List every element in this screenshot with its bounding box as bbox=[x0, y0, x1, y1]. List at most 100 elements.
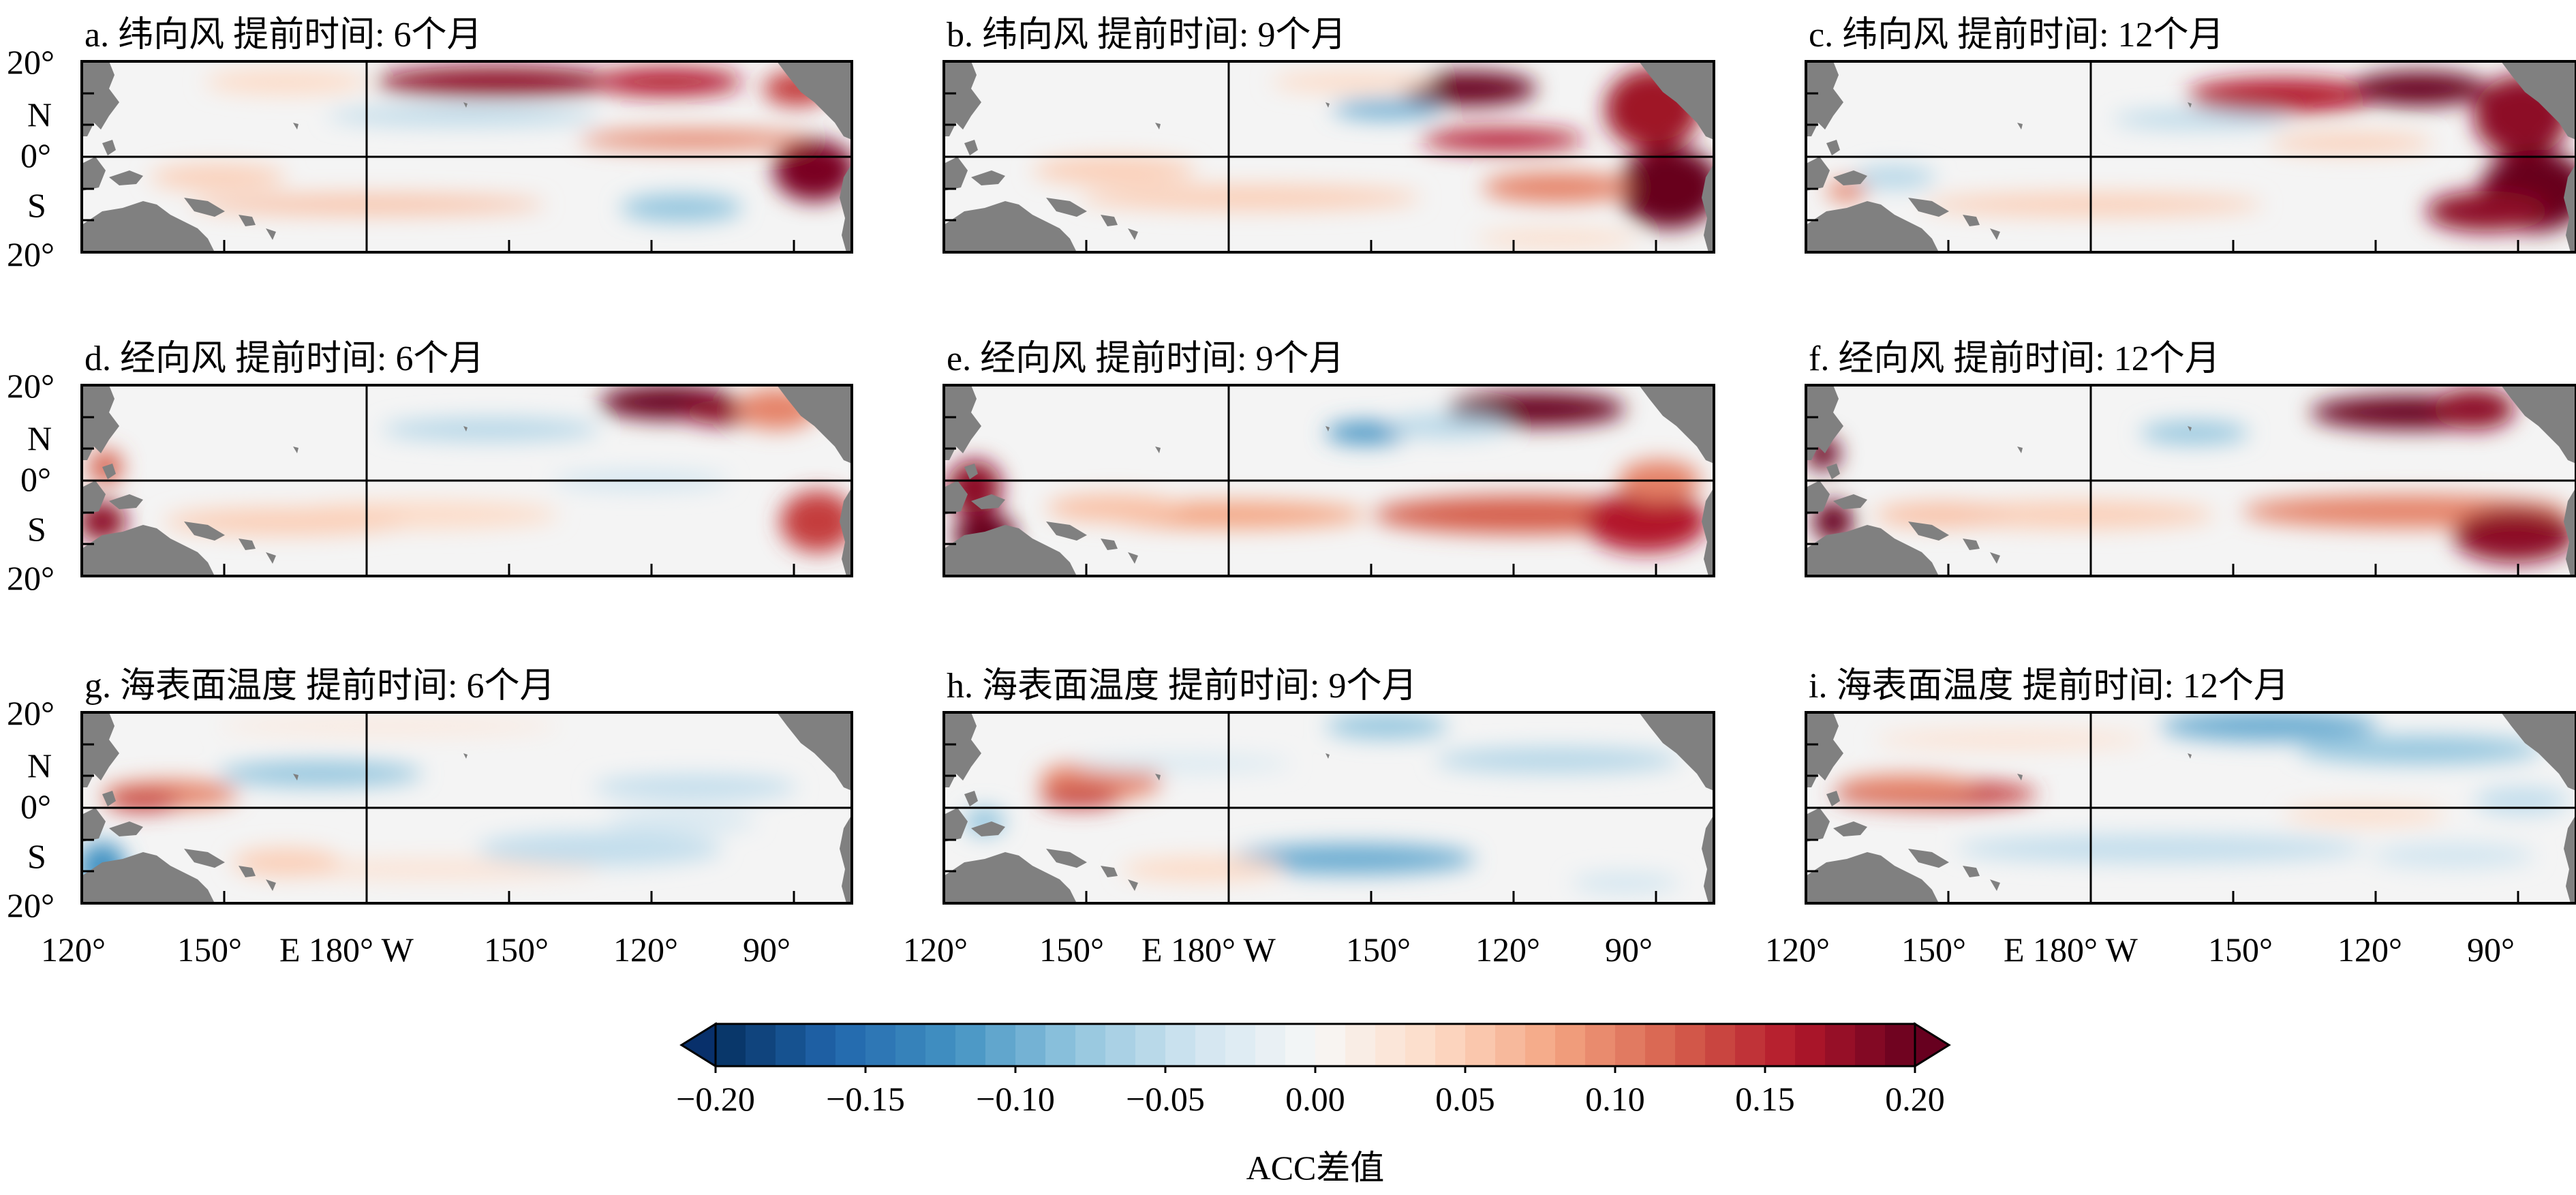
colorbar-tick-label: −0.20 bbox=[676, 1080, 755, 1118]
colorbar-bin bbox=[1165, 1024, 1196, 1066]
map-panel-i: i. 海表面温度 提前时间: 12个月 120° 150° E 180° W 150° 1… bbox=[1765, 667, 2576, 969]
anomaly-blob bbox=[1482, 172, 1632, 202]
map-panel-f: f. 经向风 提前时间: 12个月 bbox=[1805, 339, 2576, 577]
colorbar-bin bbox=[1045, 1024, 1076, 1066]
colorbar-bin bbox=[985, 1024, 1016, 1066]
colorbar-bin bbox=[1285, 1024, 1316, 1066]
lon-label: 120° bbox=[1765, 931, 1830, 969]
colorbar-tick-label: 0.00 bbox=[1285, 1080, 1345, 1118]
anomaly-blob bbox=[1421, 129, 1584, 151]
anomaly-blob bbox=[1475, 230, 1639, 247]
colorbar-bin bbox=[1825, 1024, 1856, 1066]
panel-frame bbox=[942, 384, 1715, 577]
lon-label: 90° bbox=[2467, 931, 2515, 969]
anomaly-blob bbox=[773, 140, 852, 201]
panel-title-b: b. 纬向风 提前时间: 9个月 bbox=[947, 16, 1346, 55]
colorbar-bin bbox=[1525, 1024, 1556, 1066]
anomaly-blob bbox=[2160, 712, 2378, 741]
anomaly-blob bbox=[593, 775, 797, 800]
lat-label: 20° bbox=[7, 694, 55, 732]
anomaly-blob bbox=[607, 812, 756, 831]
colorbar-tick-label: 0.10 bbox=[1585, 1080, 1645, 1118]
map-panel-a: a. 纬向风 提前时间: 6个月 20° N0° S 20° bbox=[7, 16, 853, 273]
colorbar-bin bbox=[776, 1024, 806, 1066]
anomaly-blob bbox=[204, 70, 368, 94]
colorbar: −0.20 −0.15 −0.10 −0.05 0.00 0.05 0.10 0.15 0.20… bbox=[676, 1022, 1951, 1187]
colorbar-bin bbox=[1195, 1024, 1226, 1066]
colorbar-bin bbox=[835, 1024, 866, 1066]
anomaly-blob bbox=[1325, 422, 1407, 444]
anomaly-blob bbox=[2283, 805, 2447, 824]
colorbar-bin bbox=[1435, 1024, 1466, 1066]
anomaly-blob bbox=[1942, 501, 2215, 528]
anomaly-blob bbox=[1922, 194, 2263, 215]
anomaly-blob bbox=[164, 508, 409, 535]
anomaly-blob bbox=[2351, 72, 2487, 106]
lat-label: N bbox=[27, 746, 52, 785]
colorbar-bin bbox=[1735, 1024, 1766, 1066]
colorbar-bin bbox=[1105, 1024, 1136, 1066]
colorbar-bin bbox=[1855, 1024, 1886, 1066]
panel-frame bbox=[942, 711, 1715, 905]
colorbar-bin bbox=[1885, 1024, 1916, 1066]
anomaly-blob bbox=[477, 832, 722, 866]
colorbar-tick-label: 0.05 bbox=[1435, 1080, 1495, 1118]
colorbar-bin bbox=[1705, 1024, 1736, 1066]
anomaly-blob bbox=[1874, 502, 2010, 527]
colorbar-tick-label: −0.15 bbox=[826, 1080, 905, 1118]
anomaly-blob bbox=[1571, 873, 1680, 892]
lat-label: N bbox=[27, 95, 52, 134]
lat-label: 20° bbox=[7, 235, 55, 273]
lon-label: E 180° W bbox=[1141, 931, 1276, 969]
anomaly-blob bbox=[1619, 147, 1714, 228]
anomaly-blob bbox=[327, 108, 600, 124]
anomaly-blob bbox=[1080, 185, 1421, 210]
lon-label: 150° bbox=[2208, 931, 2273, 969]
colorbar-bin bbox=[895, 1024, 926, 1066]
colorbar-extend-min bbox=[679, 1022, 717, 1068]
colorbar-bin bbox=[1375, 1024, 1406, 1066]
anomaly-blob bbox=[1121, 857, 1285, 881]
colorbar-bin bbox=[1255, 1024, 1286, 1066]
lon-label: 150° bbox=[1346, 931, 1411, 969]
anomaly-blob bbox=[2188, 78, 2378, 112]
lat-label: 20° bbox=[7, 43, 55, 81]
lon-label: 120° bbox=[1475, 931, 1540, 969]
lat-label: 0° bbox=[20, 460, 51, 498]
panel-title-h: h. 海表面温度 提前时间: 9个月 bbox=[947, 667, 1417, 706]
anomaly-blob bbox=[106, 791, 181, 811]
lat-label: N bbox=[27, 419, 52, 457]
colorbar-bin bbox=[1015, 1024, 1046, 1066]
anomaly-blob bbox=[382, 419, 600, 440]
panel-frame bbox=[80, 711, 853, 905]
anomaly-blob bbox=[1325, 714, 1448, 738]
map-panel-h: h. 海表面温度 提前时间: 9个月 120° 150° E 180° W 150° 12… bbox=[903, 667, 1715, 969]
panel-title-g: g. 海表面温度 提前时间: 6个月 bbox=[85, 667, 555, 706]
colorbar-tick-label: −0.10 bbox=[976, 1080, 1055, 1118]
anomaly-blob bbox=[2113, 111, 2290, 127]
anomaly-blob bbox=[593, 68, 743, 95]
colorbar-tick-label: −0.05 bbox=[1126, 1080, 1205, 1118]
panel-title-c: c. 纬向风 提前时间: 12个月 bbox=[1809, 16, 2224, 55]
panel-frame bbox=[942, 60, 1715, 254]
anomaly-blob bbox=[375, 67, 620, 97]
anomaly-blob bbox=[1073, 754, 1291, 773]
colorbar-bin bbox=[1615, 1024, 1646, 1066]
colorbar-bin bbox=[1225, 1024, 1256, 1066]
lat-label: 20° bbox=[7, 559, 55, 597]
panel-title-e: e. 经向风 提前时间: 9个月 bbox=[947, 339, 1345, 378]
anomaly-blob bbox=[780, 491, 852, 552]
lon-label: E 180° W bbox=[2004, 931, 2138, 969]
colorbar-label: ACC差值 bbox=[1246, 1149, 1385, 1187]
colorbar-bin bbox=[1345, 1024, 1376, 1066]
anomaly-blob bbox=[579, 130, 811, 149]
anomaly-blob bbox=[2269, 134, 2433, 153]
anomaly-blob bbox=[1039, 787, 1121, 808]
colorbar-bin bbox=[925, 1024, 956, 1066]
colorbar-bin bbox=[1645, 1024, 1676, 1066]
lon-label: 150° bbox=[1901, 931, 1966, 969]
anomaly-blob bbox=[1584, 491, 1707, 552]
colorbar-extend-max bbox=[1914, 1022, 1951, 1068]
panel-frame bbox=[1805, 60, 2576, 254]
